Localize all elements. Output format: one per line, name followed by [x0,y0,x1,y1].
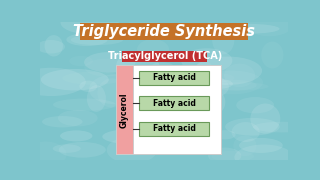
Ellipse shape [214,24,280,34]
Ellipse shape [224,64,255,87]
Ellipse shape [194,61,214,86]
Ellipse shape [79,81,97,92]
Ellipse shape [59,142,106,158]
Ellipse shape [212,25,234,54]
Ellipse shape [53,144,81,153]
Ellipse shape [236,97,274,113]
Text: Fatty acid: Fatty acid [153,73,196,82]
Ellipse shape [58,110,98,126]
Ellipse shape [250,103,280,134]
Text: Triglyceride Synthesis: Triglyceride Synthesis [73,24,255,39]
Bar [139,122,209,136]
Ellipse shape [16,68,86,96]
Ellipse shape [181,48,232,73]
Ellipse shape [212,151,254,162]
Ellipse shape [186,67,206,77]
Ellipse shape [225,118,280,136]
Ellipse shape [234,145,293,170]
Ellipse shape [84,59,128,76]
Ellipse shape [125,19,161,38]
Ellipse shape [194,57,262,85]
Ellipse shape [208,148,241,164]
Ellipse shape [137,39,169,60]
Ellipse shape [25,141,67,167]
Ellipse shape [233,136,256,156]
Bar [80,23,248,40]
Ellipse shape [211,80,257,91]
Text: Triacylglycerol (TCA): Triacylglycerol (TCA) [108,51,222,61]
Ellipse shape [199,89,225,115]
Ellipse shape [60,11,119,34]
Ellipse shape [246,14,292,36]
Bar [122,51,207,62]
Ellipse shape [60,130,92,141]
Ellipse shape [201,71,263,94]
Ellipse shape [107,137,157,163]
Text: Fatty acid: Fatty acid [153,99,196,108]
Ellipse shape [232,122,260,142]
Ellipse shape [41,69,109,90]
Ellipse shape [175,72,235,84]
Ellipse shape [203,79,233,89]
Bar [116,66,133,154]
Ellipse shape [151,62,174,72]
Ellipse shape [62,72,124,85]
Ellipse shape [182,135,222,148]
Text: Fatty acid: Fatty acid [153,124,196,133]
Ellipse shape [89,75,140,104]
Ellipse shape [87,85,106,112]
Ellipse shape [261,42,284,68]
Ellipse shape [116,52,159,80]
Bar [139,96,209,110]
Bar [139,71,209,85]
Ellipse shape [84,52,135,73]
Ellipse shape [66,33,108,46]
Ellipse shape [44,35,63,57]
Ellipse shape [98,78,127,108]
Ellipse shape [239,138,283,153]
Ellipse shape [122,130,175,145]
Ellipse shape [71,35,123,45]
Ellipse shape [175,103,195,120]
Bar [116,66,220,154]
Ellipse shape [211,82,268,90]
Ellipse shape [53,99,116,111]
Ellipse shape [183,74,229,100]
Ellipse shape [42,116,83,127]
Ellipse shape [36,40,65,53]
Ellipse shape [102,129,162,144]
Ellipse shape [161,95,193,103]
Ellipse shape [253,122,311,132]
Ellipse shape [127,79,194,100]
Ellipse shape [69,56,93,66]
Ellipse shape [214,130,236,139]
Text: Glycerol: Glycerol [120,92,129,127]
